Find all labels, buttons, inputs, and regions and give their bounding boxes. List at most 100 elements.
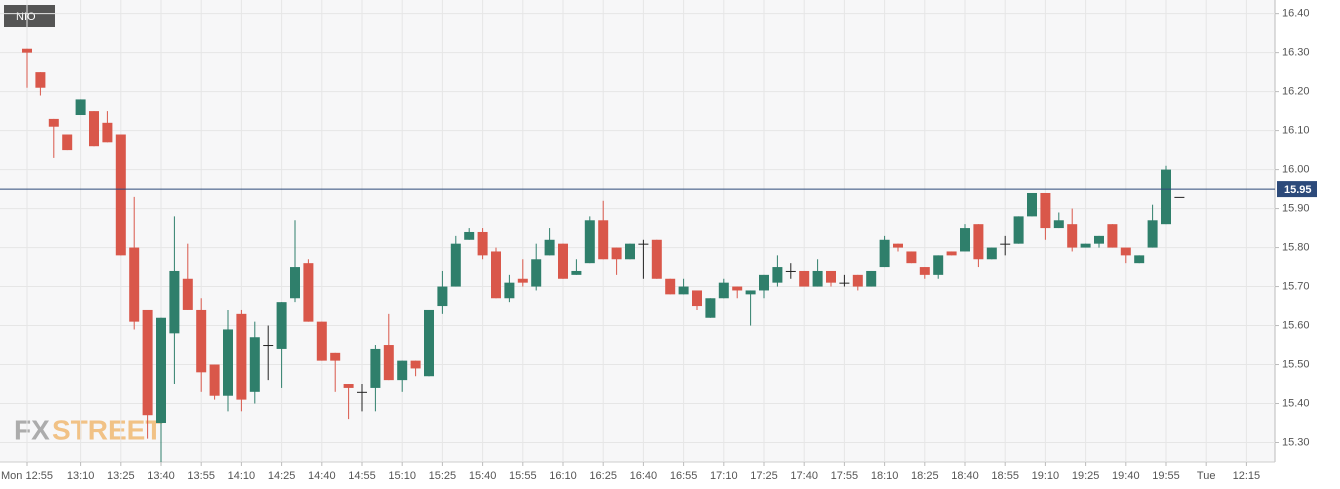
y-tick-label: 16.40 bbox=[1282, 8, 1310, 20]
candle-body bbox=[156, 317, 166, 424]
y-tick-label: 15.50 bbox=[1282, 358, 1310, 370]
candle-body bbox=[745, 290, 756, 295]
candle-body bbox=[973, 224, 984, 260]
candle-body bbox=[1120, 247, 1131, 256]
candle-body bbox=[785, 270, 796, 272]
candle-body bbox=[196, 309, 207, 373]
x-tick-label: 17:55 bbox=[831, 470, 859, 482]
candle-body bbox=[48, 118, 59, 127]
candle-body bbox=[919, 267, 930, 275]
legend-box bbox=[4, 5, 55, 27]
x-tick-label: 14:55 bbox=[348, 470, 376, 482]
x-tick-label: 16:55 bbox=[670, 470, 698, 482]
candle-body bbox=[1000, 243, 1011, 245]
candle-body bbox=[1094, 235, 1104, 244]
candle-body bbox=[410, 360, 421, 369]
x-tick-label: 15:25 bbox=[429, 470, 457, 482]
candle-body bbox=[558, 243, 568, 279]
candle-body bbox=[316, 321, 327, 361]
candle-body bbox=[142, 309, 153, 416]
y-tick-label: 15.70 bbox=[1282, 280, 1310, 292]
candle-body bbox=[946, 251, 957, 256]
candle-body bbox=[1080, 243, 1091, 248]
candle-body bbox=[397, 360, 408, 381]
price-label: 15.95 bbox=[1284, 184, 1312, 196]
x-tick-label: Tue bbox=[1197, 470, 1216, 482]
y-tick-label: 15.40 bbox=[1282, 397, 1310, 409]
candle-body bbox=[692, 290, 702, 307]
x-tick-label: 15:10 bbox=[388, 470, 416, 482]
x-tick-label: 18:25 bbox=[911, 470, 939, 482]
candle-body bbox=[129, 247, 140, 322]
candle-body bbox=[357, 391, 367, 393]
x-tick-label: 13:25 bbox=[107, 470, 135, 482]
y-tick-label: 16.00 bbox=[1282, 164, 1310, 176]
x-tick-label: 19:10 bbox=[1032, 470, 1060, 482]
candle-body bbox=[236, 313, 247, 400]
candle-body bbox=[343, 384, 354, 388]
candle-body bbox=[424, 309, 434, 377]
candle-body bbox=[718, 282, 729, 299]
x-tick-label: Mon 12:55 bbox=[1, 470, 53, 482]
candle-body bbox=[665, 278, 676, 295]
candle-body bbox=[276, 302, 287, 349]
candle-body bbox=[584, 220, 595, 264]
candle-body bbox=[866, 270, 877, 287]
x-tick-label: 16:40 bbox=[630, 470, 658, 482]
candle-body bbox=[1107, 224, 1118, 248]
candle-body bbox=[437, 286, 448, 307]
candle-body bbox=[249, 337, 260, 392]
candle-body bbox=[960, 228, 970, 252]
candle-body bbox=[209, 364, 220, 396]
x-tick-label: 17:10 bbox=[710, 470, 738, 482]
candle-body bbox=[450, 243, 461, 287]
candle-body bbox=[504, 282, 515, 299]
candle-body bbox=[383, 345, 394, 381]
x-tick-label: 18:40 bbox=[951, 470, 979, 482]
candle-body bbox=[611, 247, 622, 260]
candle-body bbox=[330, 352, 341, 361]
x-tick-label: 14:40 bbox=[308, 470, 336, 482]
candle-body bbox=[22, 48, 32, 53]
plot-area bbox=[0, 0, 1275, 462]
candle-body bbox=[812, 270, 823, 287]
candle-body bbox=[303, 263, 314, 322]
legend-label: NIO bbox=[16, 11, 36, 23]
candle-body bbox=[35, 72, 46, 88]
candle-body bbox=[1013, 216, 1024, 244]
candle-body bbox=[906, 251, 917, 264]
candle-body bbox=[1161, 169, 1171, 225]
y-tick-label: 16.10 bbox=[1282, 125, 1310, 137]
candle-body bbox=[705, 298, 716, 318]
x-tick-label: 18:55 bbox=[991, 470, 1019, 482]
candle-body bbox=[517, 278, 528, 283]
candle-body bbox=[223, 329, 233, 396]
candle-body bbox=[826, 270, 836, 283]
candle-body bbox=[651, 239, 662, 279]
candle-body bbox=[75, 99, 86, 116]
y-tick-label: 15.60 bbox=[1282, 319, 1310, 331]
x-tick-label: 19:25 bbox=[1072, 470, 1100, 482]
watermark-fx: FX bbox=[14, 414, 50, 445]
x-tick-label: 19:40 bbox=[1112, 470, 1140, 482]
candle-body bbox=[1040, 192, 1051, 229]
candle-body bbox=[1053, 220, 1064, 229]
x-tick-label: 16:10 bbox=[549, 470, 577, 482]
candle-body bbox=[115, 134, 126, 256]
candle-body bbox=[464, 231, 475, 240]
candle-body bbox=[933, 255, 944, 275]
price-label-box bbox=[1277, 181, 1317, 198]
candle-body bbox=[678, 286, 689, 295]
x-tick-label: 12:15 bbox=[1233, 470, 1261, 482]
x-tick-label: 13:40 bbox=[147, 470, 175, 482]
y-tick-label: 16.30 bbox=[1282, 47, 1310, 59]
candle-body bbox=[759, 274, 769, 291]
candle-body bbox=[625, 243, 635, 260]
y-tick-label: 15.30 bbox=[1282, 436, 1310, 448]
candle-body bbox=[852, 274, 863, 287]
y-tick-label: 15.80 bbox=[1282, 241, 1310, 253]
candle-body bbox=[102, 122, 113, 143]
y-tick-label: 15.90 bbox=[1282, 202, 1310, 214]
